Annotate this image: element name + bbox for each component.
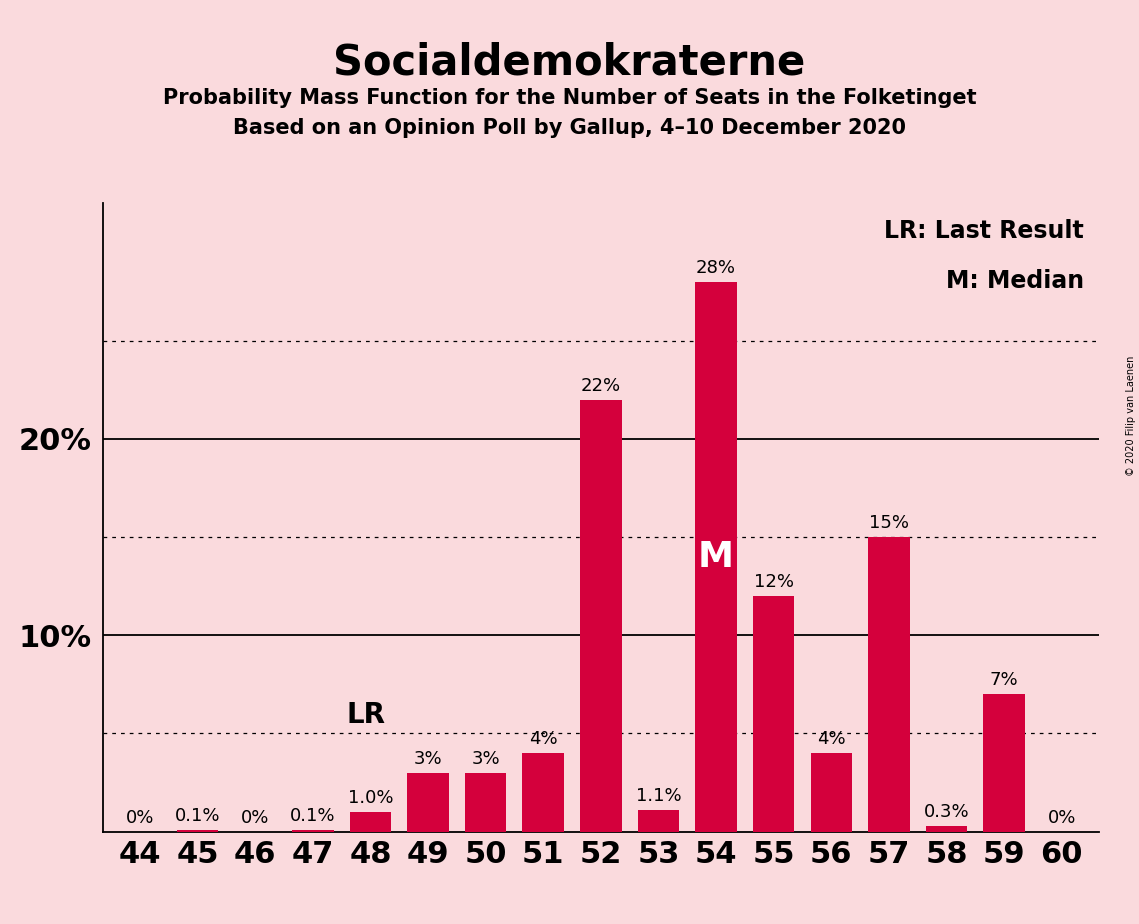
Bar bbox=[465, 772, 507, 832]
Bar bbox=[580, 399, 622, 832]
Text: M: Median: M: Median bbox=[947, 269, 1084, 293]
Bar bbox=[811, 753, 852, 832]
Text: 4%: 4% bbox=[528, 730, 557, 748]
Text: 1.1%: 1.1% bbox=[636, 787, 681, 805]
Bar bbox=[868, 537, 910, 832]
Bar bbox=[926, 826, 967, 832]
Text: M: M bbox=[698, 540, 734, 574]
Text: 0%: 0% bbox=[125, 808, 154, 827]
Text: LR: LR bbox=[346, 701, 385, 730]
Text: 28%: 28% bbox=[696, 259, 736, 277]
Text: 0.1%: 0.1% bbox=[174, 807, 220, 825]
Text: Based on an Opinion Poll by Gallup, 4–10 December 2020: Based on an Opinion Poll by Gallup, 4–10… bbox=[233, 118, 906, 139]
Text: 15%: 15% bbox=[869, 514, 909, 532]
Text: 12%: 12% bbox=[754, 573, 794, 591]
Text: 0.1%: 0.1% bbox=[290, 807, 336, 825]
Text: 3%: 3% bbox=[413, 749, 442, 768]
Bar bbox=[753, 596, 794, 832]
Text: Socialdemokraterne: Socialdemokraterne bbox=[334, 42, 805, 83]
Text: © 2020 Filip van Laenen: © 2020 Filip van Laenen bbox=[1125, 356, 1136, 476]
Text: 0%: 0% bbox=[1048, 808, 1076, 827]
Text: 3%: 3% bbox=[472, 749, 500, 768]
Text: 0%: 0% bbox=[241, 808, 269, 827]
Bar bbox=[695, 282, 737, 832]
Text: 0.3%: 0.3% bbox=[924, 803, 969, 821]
Text: 7%: 7% bbox=[990, 671, 1018, 689]
Bar bbox=[523, 753, 564, 832]
Bar bbox=[983, 694, 1025, 832]
Text: LR: Last Result: LR: Last Result bbox=[885, 219, 1084, 243]
Bar bbox=[177, 830, 219, 832]
Bar bbox=[292, 830, 334, 832]
Text: Probability Mass Function for the Number of Seats in the Folketinget: Probability Mass Function for the Number… bbox=[163, 88, 976, 108]
Text: 4%: 4% bbox=[817, 730, 845, 748]
Text: 22%: 22% bbox=[581, 377, 621, 395]
Text: 1.0%: 1.0% bbox=[347, 789, 393, 807]
Bar bbox=[408, 772, 449, 832]
Bar bbox=[350, 812, 391, 832]
Bar bbox=[638, 810, 679, 832]
